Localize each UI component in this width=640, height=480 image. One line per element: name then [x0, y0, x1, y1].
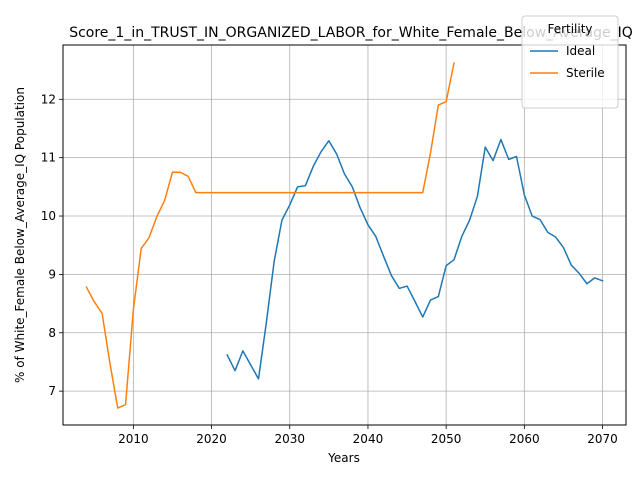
- x-axis: 2010 2020 2030 2040 2050 2060 2070: [118, 425, 618, 446]
- y-tick-label: 10: [41, 209, 56, 223]
- x-axis-title: Years: [327, 451, 360, 465]
- legend-label-ideal: Ideal: [566, 44, 595, 58]
- series-line-ideal: [226, 138, 604, 380]
- y-axis: 7 8 9 10 11 12: [41, 92, 63, 398]
- y-tick-label: 8: [48, 326, 56, 340]
- series-layer: [85, 62, 604, 409]
- y-tick-label: 11: [41, 151, 56, 165]
- series-line-sterile: [85, 62, 455, 409]
- legend-label-sterile: Sterile: [566, 66, 605, 80]
- x-tick-label: 2070: [587, 432, 618, 446]
- legend-box: [521, 15, 619, 109]
- y-axis-title: % of White_Female Below_Average_IQ Popul…: [13, 87, 27, 383]
- x-tick-label: 2010: [118, 432, 149, 446]
- x-tick-label: 2050: [431, 432, 462, 446]
- chart-title: Score_1_in_TRUST_IN_ORGANIZED_LABOR_for_…: [69, 25, 633, 41]
- x-tick-label: 2060: [509, 432, 540, 446]
- legend-items: Ideal Sterile: [530, 44, 605, 80]
- legend: Fertility Ideal Sterile: [521, 15, 619, 109]
- y-tick-label: 12: [41, 92, 56, 106]
- x-tick-label: 2030: [274, 432, 305, 446]
- legend-title: Fertility: [547, 22, 592, 36]
- plot-frame: [62, 44, 627, 426]
- x-tick-label: 2020: [196, 432, 227, 446]
- x-tick-label: 2040: [353, 432, 384, 446]
- y-tick-label: 9: [48, 267, 56, 281]
- y-tick-label: 7: [48, 384, 56, 398]
